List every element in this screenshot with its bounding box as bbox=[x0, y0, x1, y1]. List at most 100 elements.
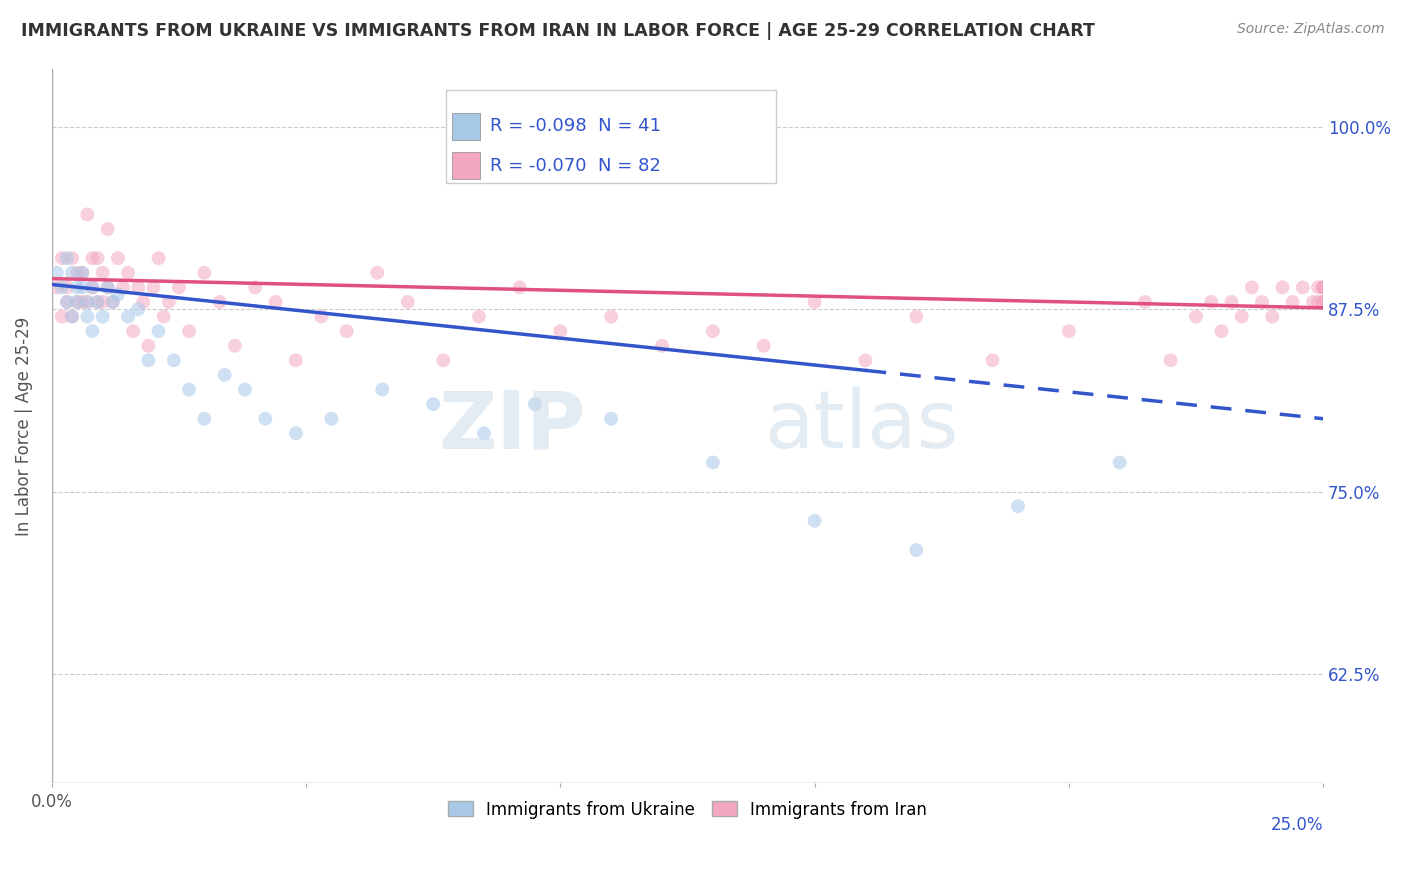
Text: 25.0%: 25.0% bbox=[1271, 815, 1323, 834]
Point bbox=[97, 280, 120, 294]
Point bbox=[1230, 310, 1253, 324]
Point bbox=[56, 295, 79, 310]
Point bbox=[60, 310, 83, 324]
Point bbox=[1271, 280, 1294, 294]
Point bbox=[138, 339, 160, 353]
Point bbox=[1312, 295, 1334, 310]
Point bbox=[86, 295, 108, 310]
Point bbox=[1007, 500, 1029, 514]
Point bbox=[905, 310, 928, 324]
Point bbox=[472, 426, 495, 441]
Point bbox=[208, 295, 231, 310]
Text: Source: ZipAtlas.com: Source: ZipAtlas.com bbox=[1237, 22, 1385, 37]
Point bbox=[101, 295, 124, 310]
Point bbox=[91, 310, 114, 324]
Point bbox=[1199, 295, 1222, 310]
Legend: Immigrants from Ukraine, Immigrants from Iran: Immigrants from Ukraine, Immigrants from… bbox=[441, 794, 934, 825]
Point bbox=[422, 397, 444, 411]
Bar bbox=[453, 153, 481, 179]
Point bbox=[1281, 295, 1303, 310]
Point bbox=[1312, 280, 1334, 294]
Point bbox=[66, 266, 89, 280]
Point bbox=[101, 295, 124, 310]
Point bbox=[117, 310, 139, 324]
Point bbox=[152, 310, 174, 324]
Text: IMMIGRANTS FROM UKRAINE VS IMMIGRANTS FROM IRAN IN LABOR FORCE | AGE 25-29 CORRE: IMMIGRANTS FROM UKRAINE VS IMMIGRANTS FR… bbox=[21, 22, 1095, 40]
Point bbox=[214, 368, 236, 382]
Text: atlas: atlas bbox=[763, 387, 957, 465]
Point bbox=[60, 251, 83, 265]
Point bbox=[45, 266, 67, 280]
Point bbox=[1211, 324, 1233, 338]
Text: R = -0.098  N = 41: R = -0.098 N = 41 bbox=[491, 118, 661, 136]
Point bbox=[702, 455, 724, 469]
FancyBboxPatch shape bbox=[446, 90, 776, 183]
Point bbox=[66, 295, 89, 310]
Point bbox=[396, 295, 419, 310]
Point bbox=[76, 295, 98, 310]
Point bbox=[91, 266, 114, 280]
Point bbox=[311, 310, 333, 324]
Point bbox=[600, 411, 623, 425]
Point bbox=[432, 353, 454, 368]
Text: ZIP: ZIP bbox=[439, 387, 586, 465]
Point bbox=[224, 339, 246, 353]
Point bbox=[72, 266, 94, 280]
Point bbox=[1312, 280, 1334, 294]
Point bbox=[981, 353, 1004, 368]
Point bbox=[243, 280, 266, 294]
Point bbox=[76, 310, 98, 324]
Point bbox=[45, 280, 67, 294]
Point bbox=[127, 280, 149, 294]
Point bbox=[82, 324, 104, 338]
Point bbox=[72, 280, 94, 294]
Point bbox=[1312, 280, 1334, 294]
Text: R = -0.070  N = 82: R = -0.070 N = 82 bbox=[491, 157, 661, 175]
Point bbox=[600, 310, 623, 324]
Point bbox=[371, 383, 394, 397]
Point bbox=[550, 324, 572, 338]
Point bbox=[157, 295, 180, 310]
Point bbox=[86, 251, 108, 265]
Point bbox=[336, 324, 359, 338]
Point bbox=[82, 280, 104, 294]
Point bbox=[107, 287, 129, 301]
Point bbox=[254, 411, 277, 425]
Point bbox=[855, 353, 877, 368]
Point bbox=[148, 324, 170, 338]
Point bbox=[177, 383, 200, 397]
Point bbox=[142, 280, 165, 294]
Point bbox=[56, 280, 79, 294]
Point bbox=[803, 295, 825, 310]
Point bbox=[1312, 295, 1334, 310]
Point bbox=[1160, 353, 1182, 368]
Point bbox=[1133, 295, 1156, 310]
Point bbox=[1240, 280, 1263, 294]
Point bbox=[1306, 295, 1329, 310]
Point bbox=[366, 266, 388, 280]
Point bbox=[91, 295, 114, 310]
Point bbox=[167, 280, 190, 294]
Point bbox=[803, 514, 825, 528]
Point bbox=[1306, 280, 1329, 294]
Point bbox=[1312, 295, 1334, 310]
Point bbox=[1302, 295, 1324, 310]
Point bbox=[1261, 310, 1284, 324]
Point bbox=[51, 280, 73, 294]
Bar bbox=[453, 113, 481, 140]
Point bbox=[321, 411, 343, 425]
Point bbox=[284, 426, 307, 441]
Point bbox=[1251, 295, 1274, 310]
Point bbox=[1108, 455, 1130, 469]
Point bbox=[76, 295, 98, 310]
Point bbox=[1312, 280, 1334, 294]
Point bbox=[1185, 310, 1208, 324]
Point bbox=[509, 280, 531, 294]
Point bbox=[72, 295, 94, 310]
Point bbox=[264, 295, 287, 310]
Point bbox=[127, 302, 149, 317]
Point bbox=[1220, 295, 1243, 310]
Point bbox=[132, 295, 155, 310]
Point bbox=[56, 251, 79, 265]
Point bbox=[193, 266, 215, 280]
